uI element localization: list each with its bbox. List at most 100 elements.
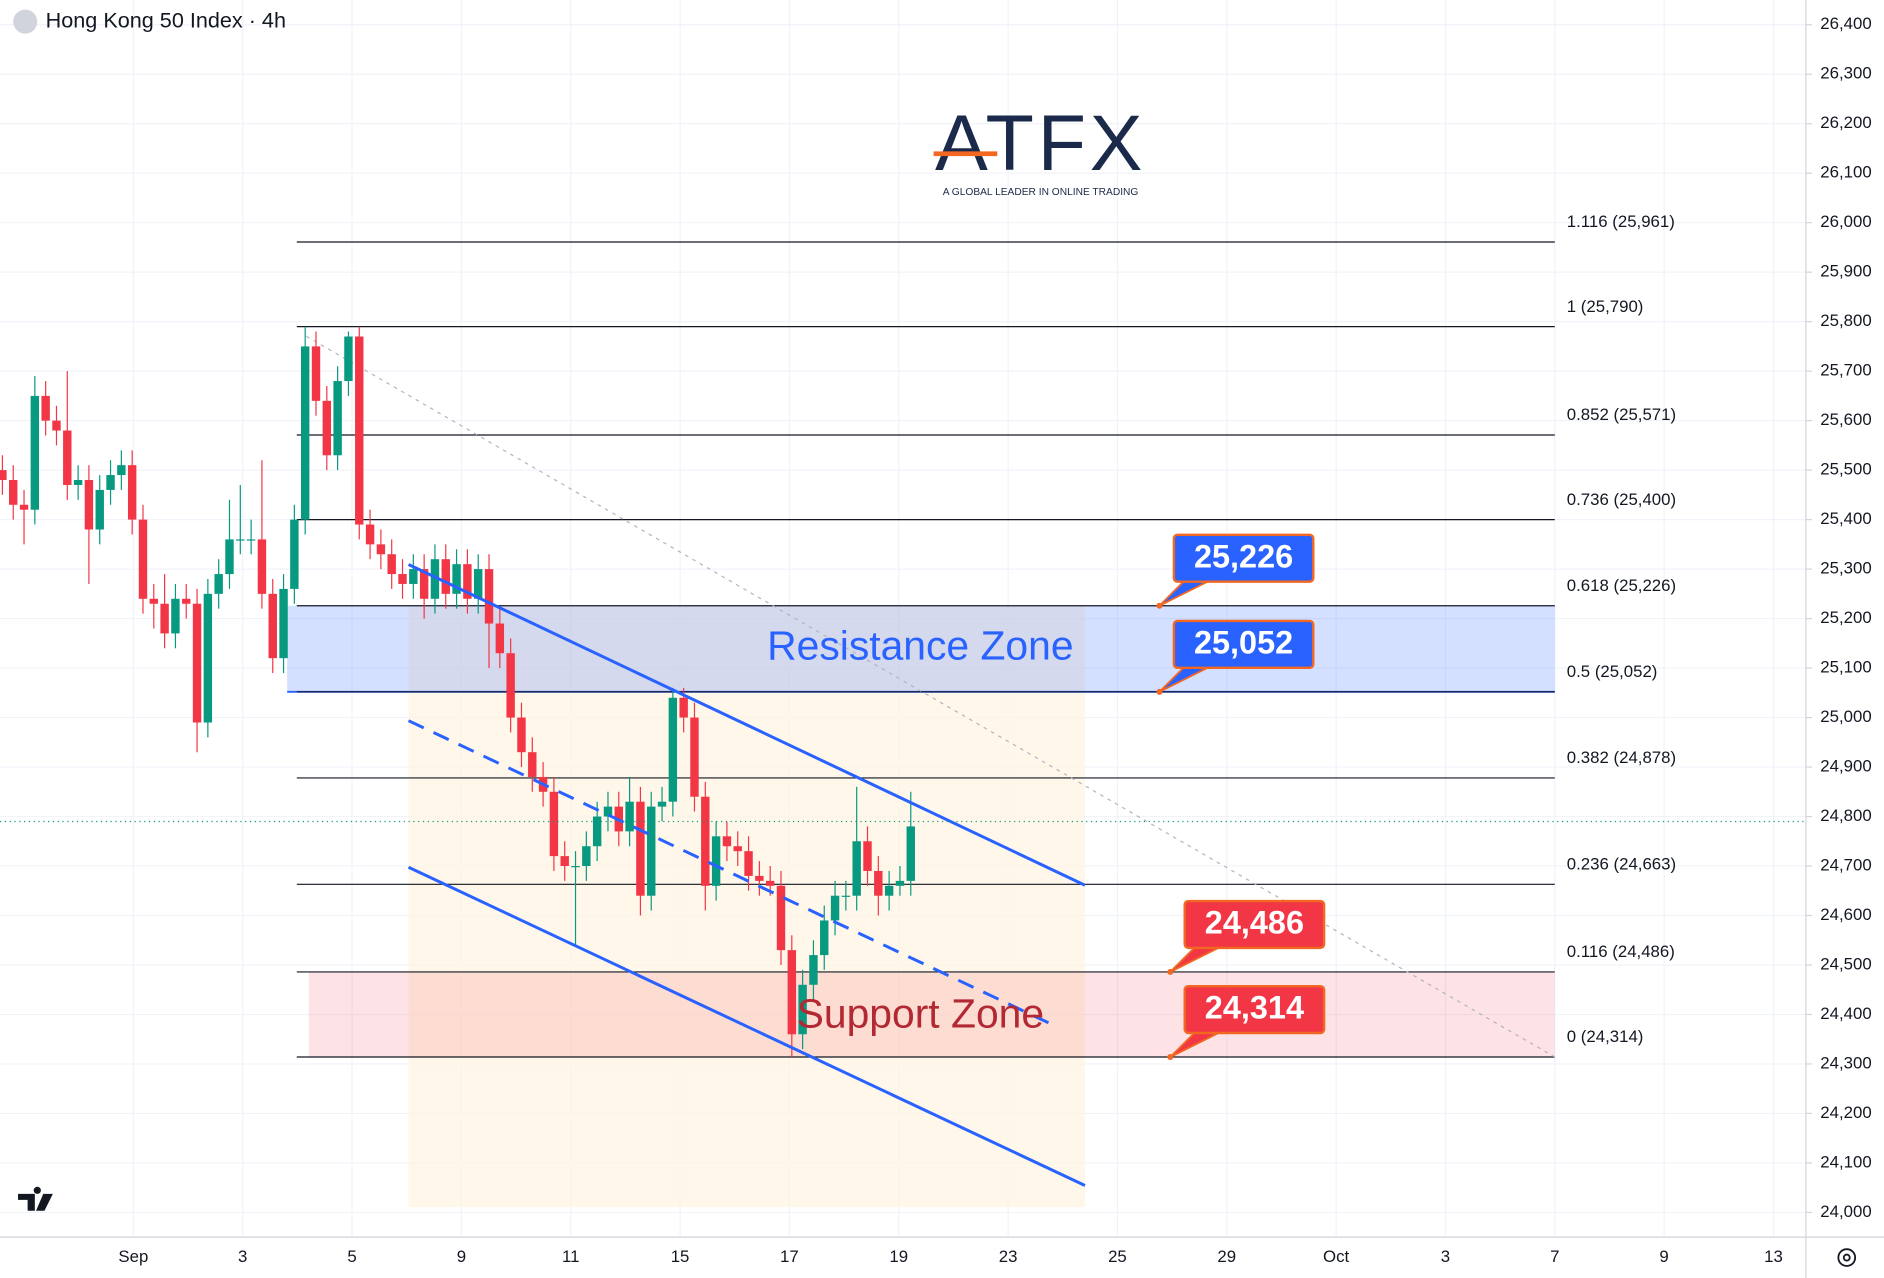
candle-body: [214, 574, 223, 594]
logo: ATFX: [935, 98, 1146, 187]
y-tick-label: 24,000: [1820, 1202, 1871, 1221]
candle-body: [755, 875, 764, 881]
candle-body: [19, 504, 29, 510]
candle-body: [30, 395, 40, 510]
candle-body: [863, 841, 872, 871]
candle-body: [592, 816, 602, 847]
x-tick-label: Oct: [1323, 1247, 1349, 1266]
axes: 24,000 24,100 24,200 24,300 24,400 24,500 24,6…: [118, 14, 1871, 1266]
candle-body: [355, 336, 364, 525]
y-tick-label: 24,700: [1820, 855, 1871, 874]
candle-body: [365, 524, 375, 545]
y-tick-label: 24,800: [1820, 806, 1871, 825]
candle-body: [311, 346, 321, 401]
candle-body: [820, 920, 829, 956]
y-tick-label: 25,700: [1820, 361, 1871, 380]
zone-label: Support Zone: [797, 991, 1044, 1037]
candle-body: [290, 519, 299, 589]
y-tick-label: 25,200: [1820, 608, 1871, 627]
fib-levels: 1.116 (25,961) 1 (25,790) 0.852 (25,571) 0.…: [296, 212, 1676, 1058]
fib-label: 0.736 (25,400): [1567, 490, 1676, 509]
candle-body: [149, 598, 159, 604]
y-tick-label: 25,100: [1820, 658, 1871, 677]
candle-body: [171, 598, 180, 634]
candle-body: [841, 895, 851, 897]
candle-body: [906, 826, 915, 881]
candle-body: [0, 470, 7, 481]
candle-body: [690, 717, 699, 797]
candle-body: [333, 381, 342, 456]
candle-body: [95, 489, 104, 530]
settings-icon-center: [1842, 1253, 1851, 1262]
x-tick-label: 9: [1659, 1247, 1668, 1266]
candle-body: [484, 569, 494, 624]
candle-body: [257, 539, 267, 594]
x-tick-label: 19: [889, 1247, 908, 1266]
candle-body: [603, 806, 613, 817]
candle-body: [236, 539, 245, 541]
callout-anchor: [1167, 1054, 1174, 1061]
candle-body: [636, 801, 645, 896]
candle-body: [657, 801, 667, 807]
y-tick-label: 25,600: [1820, 410, 1871, 429]
candle-body: [701, 796, 710, 886]
callout-box: [1172, 533, 1315, 583]
fib-label: 0.618 (25,226): [1567, 576, 1676, 595]
y-tick-label: 24,600: [1820, 905, 1871, 924]
fib-label: 0.5 (25,052): [1567, 662, 1658, 681]
x-tick-label: 11: [562, 1247, 579, 1266]
callout-anchor: [1156, 602, 1163, 609]
y-tick-label: 26,200: [1820, 113, 1871, 132]
chart-title: Hong Kong 50 Index · 4h: [46, 7, 286, 32]
candle-body: [106, 475, 115, 490]
y-tick-label: 25,300: [1820, 559, 1871, 578]
callout-box: [1183, 984, 1326, 1035]
candle-body: [63, 430, 72, 485]
x-tick-label: 23: [999, 1247, 1018, 1266]
candle-body: [84, 480, 94, 530]
candle-body: [733, 846, 742, 852]
candle-body: [344, 336, 353, 382]
y-tick-label: 24,100: [1820, 1152, 1871, 1171]
settings-icon[interactable]: [1837, 1248, 1857, 1267]
candle-body: [463, 564, 472, 599]
y-tick-label: 26,400: [1820, 14, 1871, 33]
fib-label: 0.382 (24,878): [1567, 748, 1676, 767]
x-tick-label: 29: [1217, 1247, 1236, 1266]
y-tick-label: 25,400: [1820, 509, 1871, 528]
y-tick-label: 26,000: [1820, 212, 1871, 231]
candle-body: [582, 846, 591, 867]
candle-body: [430, 559, 440, 599]
x-tick-label: 5: [347, 1247, 356, 1266]
candle-body: [528, 752, 537, 777]
callout-box: [1172, 619, 1315, 669]
symbol-icon: [13, 9, 38, 34]
x-tick-label: Sep: [118, 1247, 148, 1266]
candle-body: [744, 851, 753, 876]
candle-body: [495, 623, 505, 654]
channel-upper: [407, 563, 1086, 887]
candle-body: [787, 950, 797, 1035]
fib-label: 0.116 (24,486): [1567, 942, 1675, 961]
candle-body: [765, 880, 775, 886]
x-tick-label: 7: [1550, 1247, 1559, 1266]
candle-body: [517, 717, 526, 753]
tv-logo: [18, 1186, 53, 1211]
candle-body: [549, 791, 559, 857]
y-tick-label: 25,500: [1820, 460, 1871, 479]
candle-body: [192, 603, 202, 723]
candle-body: [711, 836, 721, 886]
channel-mid: [407, 719, 1058, 1029]
overlay: Resistance Zone Support Zone 25,226 25,052 2…: [0, 533, 1806, 1061]
fib-label: 1 (25,790): [1567, 297, 1644, 316]
candle-body: [874, 870, 883, 896]
candle-body: [798, 984, 807, 1035]
candle-body: [776, 885, 786, 951]
callout-anchor: [1156, 688, 1163, 695]
logo-tagline: A GLOBAL LEADER IN ONLINE TRADING: [943, 187, 1139, 198]
callout-label: 25,052: [1194, 625, 1293, 661]
candle-body: [722, 836, 732, 847]
callout-box: [1183, 899, 1326, 950]
y-tick-label: 25,800: [1820, 311, 1871, 330]
